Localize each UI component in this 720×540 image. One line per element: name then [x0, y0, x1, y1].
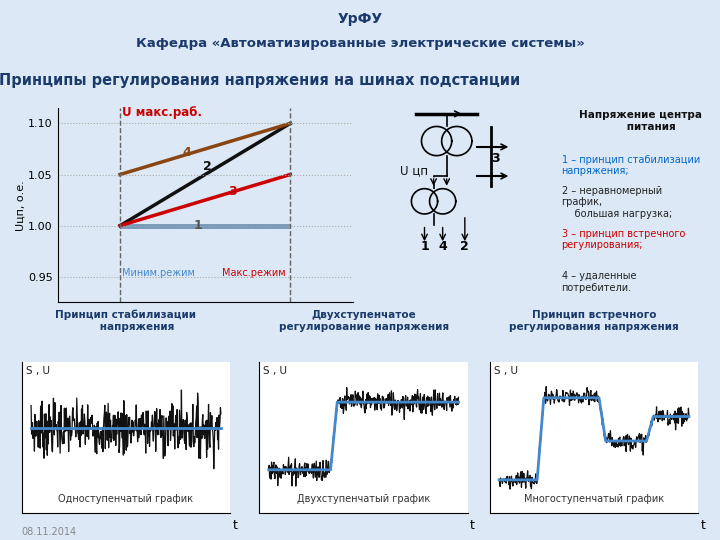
Text: 4 – удаленные
потребители.: 4 – удаленные потребители.: [562, 271, 636, 293]
Text: УрФУ: УрФУ: [338, 12, 382, 26]
Text: t: t: [701, 519, 706, 532]
Text: Многоступенчатый график: Многоступенчатый график: [524, 494, 664, 504]
Text: S , U: S , U: [494, 366, 518, 376]
Text: Двухступенчатое
регулирование напряжения: Двухступенчатое регулирование напряжения: [279, 310, 449, 332]
Text: S , U: S , U: [264, 366, 287, 376]
Text: 2: 2: [203, 160, 212, 173]
Text: 4: 4: [182, 146, 192, 159]
Text: t: t: [233, 519, 238, 532]
Text: S , U: S , U: [26, 366, 50, 376]
Text: Принцип стабилизации
      напряжения: Принцип стабилизации напряжения: [55, 310, 197, 332]
Text: 3: 3: [228, 185, 237, 198]
Text: Принципы регулирования напряжения на шинах подстанции: Принципы регулирования напряжения на шин…: [0, 73, 520, 88]
Text: 08.11.2014: 08.11.2014: [22, 526, 77, 537]
Text: Принцип встречного
регулирования напряжения: Принцип встречного регулирования напряже…: [509, 310, 679, 332]
Text: 3 – принцип встречного
регулирования;: 3 – принцип встречного регулирования;: [562, 228, 685, 250]
Text: t: t: [470, 519, 475, 532]
Text: Кафедра «Автоматизированные электрические системы»: Кафедра «Автоматизированные электрически…: [135, 37, 585, 50]
Text: Одноступенчатый график: Одноступенчатый график: [58, 494, 194, 504]
Text: U цп: U цп: [400, 164, 428, 177]
Text: Миним.режим: Миним.режим: [122, 268, 195, 278]
Text: 3: 3: [491, 152, 500, 165]
Y-axis label: Uцп, о.е.: Uцп, о.е.: [15, 180, 25, 231]
Text: Напряжение центра
      питания: Напряжение центра питания: [580, 110, 702, 132]
Text: 1: 1: [194, 219, 202, 232]
Text: Макс.режим: Макс.режим: [222, 268, 286, 278]
Text: Двухступенчатый график: Двухступенчатый график: [297, 494, 431, 504]
Text: 1 – принцип стабилизации
напряжения;: 1 – принцип стабилизации напряжения;: [562, 154, 700, 176]
Text: 2 – неравномерный
график,
    большая нагрузка;: 2 – неравномерный график, большая нагруз…: [562, 186, 672, 219]
Text: U макс.раб.: U макс.раб.: [122, 106, 202, 119]
Text: 2: 2: [461, 240, 469, 253]
Text: 4: 4: [438, 240, 447, 253]
Text: 1: 1: [420, 240, 429, 253]
